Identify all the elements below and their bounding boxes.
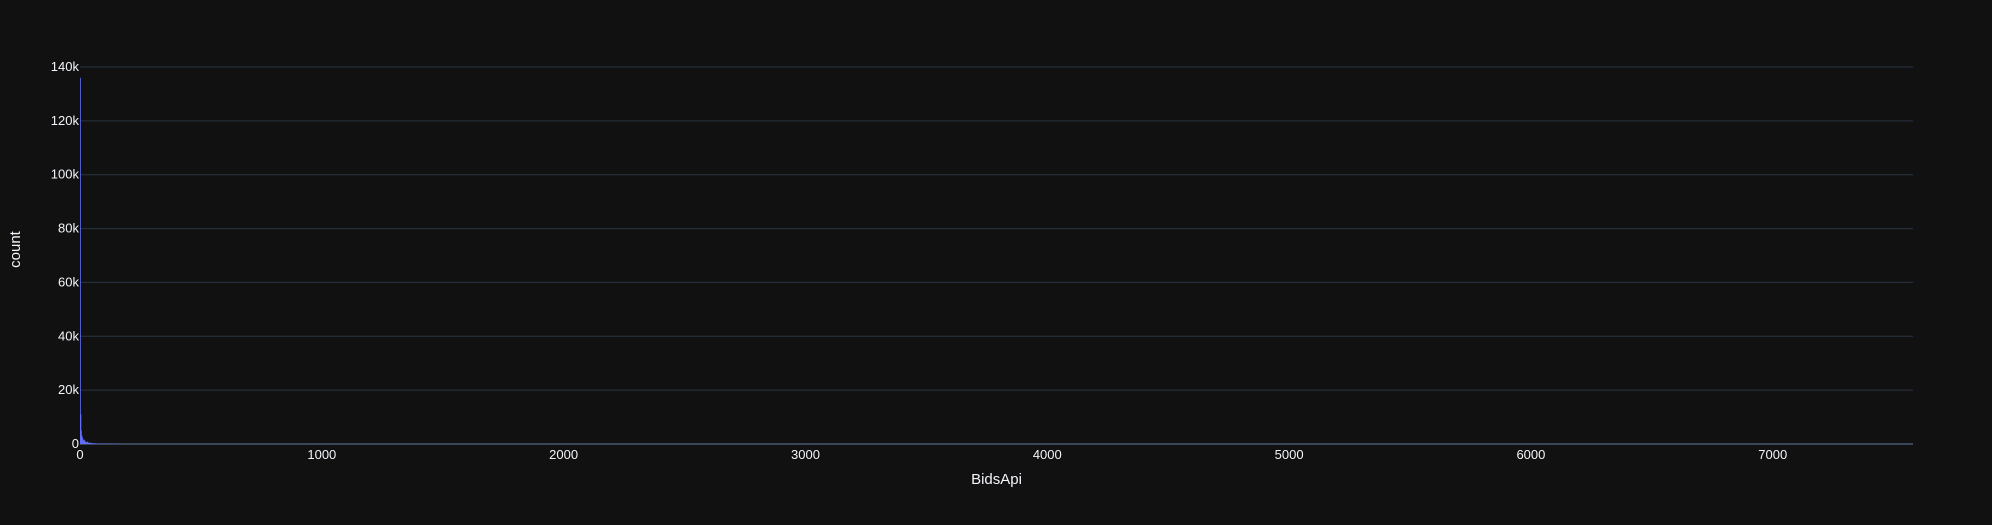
- y-tick-label: 140k: [51, 59, 80, 74]
- x-tick-label: 7000: [1758, 447, 1787, 462]
- x-tick-label: 1000: [307, 447, 336, 462]
- histogram-bar: [85, 441, 87, 444]
- histogram-bar: [80, 77, 81, 445]
- y-tick-label: 60k: [58, 274, 79, 289]
- histogram-bar: [94, 443, 96, 444]
- y-tick-label: 0: [72, 436, 79, 451]
- histogram-bar: [82, 439, 84, 444]
- y-tick-label: 20k: [58, 382, 79, 397]
- x-tick-label: 4000: [1033, 447, 1062, 462]
- histogram-bar: [89, 442, 90, 444]
- histogram-bar: [92, 443, 94, 444]
- bar-layer: [80, 77, 122, 445]
- histogram-bar: [88, 442, 90, 444]
- histogram-bar: [83, 440, 85, 444]
- histogram-bar: [81, 435, 83, 444]
- x-axis-title: BidsApi: [971, 471, 1022, 488]
- x-tick-label: 2000: [549, 447, 578, 462]
- histogram-bar: [86, 442, 88, 444]
- histogram-bar: [84, 439, 86, 444]
- y-tick-label: 80k: [58, 221, 79, 236]
- y-axis-title: count: [7, 230, 24, 268]
- x-tick-label: 3000: [791, 447, 820, 462]
- histogram-bar: [89, 442, 91, 444]
- histogram-bar: [81, 436, 83, 444]
- x-tick-label: 6000: [1516, 447, 1545, 462]
- histogram-bar: [91, 443, 92, 444]
- histogram-bar: [90, 443, 91, 444]
- y-tick-label: 40k: [58, 328, 79, 343]
- histogram-bar: [85, 442, 87, 444]
- histogram-bar: [88, 442, 90, 444]
- histogram-bar: [87, 441, 89, 444]
- axis-layer: 0 20k 40k 60k 80k 100k 120k 140k 0 1000 2000 3000 40…: [51, 59, 1787, 462]
- histogram-bar: [84, 441, 86, 444]
- y-tick-label: 120k: [51, 113, 80, 128]
- histogram-bar: [91, 443, 93, 444]
- histogram-bar: [95, 443, 97, 444]
- x-tick-label: 5000: [1275, 447, 1304, 462]
- histogram-bar: [93, 443, 95, 444]
- histogram-bar: [92, 442, 93, 444]
- histogram-bar: [83, 441, 85, 444]
- histogram-bar: [87, 442, 89, 444]
- histogram-bar: [80, 414, 82, 444]
- histogram-bar: [86, 442, 88, 444]
- y-tick-label: 100k: [51, 167, 80, 182]
- histogram-bar: [82, 438, 84, 444]
- x-tick-label: 0: [76, 447, 83, 462]
- grid-layer: [80, 66, 1913, 445]
- histogram-bar: [80, 430, 82, 444]
- histogram-bar: [90, 443, 92, 444]
